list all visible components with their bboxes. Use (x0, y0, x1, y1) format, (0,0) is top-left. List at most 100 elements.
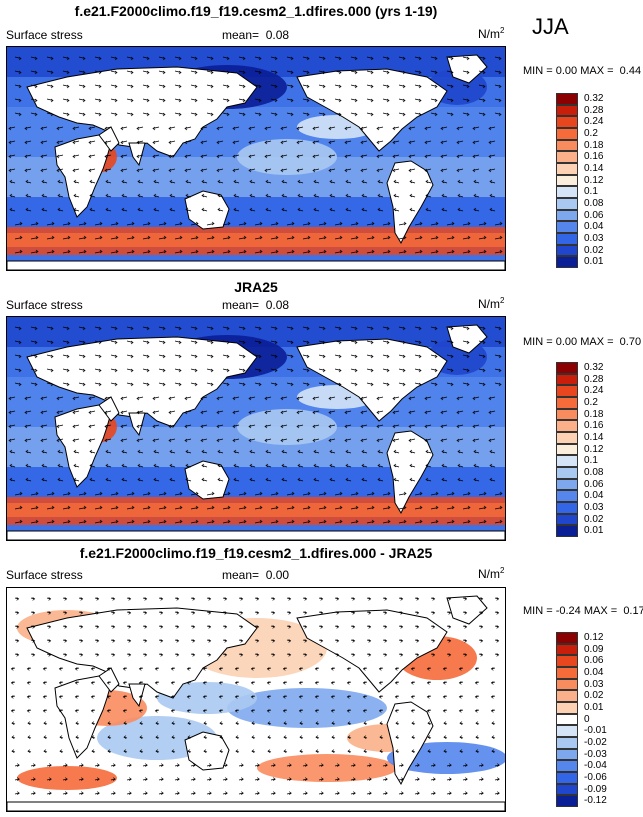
wind-vector-head (211, 249, 215, 254)
wind-vector-head (243, 221, 247, 226)
wind-vector-head (184, 168, 188, 173)
wind-vector-head (400, 763, 404, 767)
wind-vector-head (259, 221, 263, 226)
wind-vector (104, 438, 112, 441)
wind-vector-head (248, 396, 252, 401)
wind-vector-head (82, 326, 86, 331)
wind-vector-head (393, 477, 397, 482)
wind-vector-head (136, 424, 140, 429)
wind-vector-head (18, 368, 22, 373)
wind-vector-head (298, 695, 302, 699)
wind-vector (264, 410, 272, 413)
land-outline (184, 460, 230, 500)
wind-vector-head (112, 763, 116, 767)
wind-vector (376, 410, 384, 413)
wind-vector-head (330, 709, 334, 713)
wind-vector-head (27, 749, 31, 753)
wind-vector (184, 168, 192, 171)
panel-1-colorbar: 0.32 0.28 0.24 0.2 0.18 0.16 0.14 0.12 0.1 0.08 0.… (556, 93, 636, 268)
wind-vector-head (403, 235, 407, 240)
wind-vector-head (146, 84, 150, 89)
wind-vector (382, 382, 390, 385)
wind-vector-head (424, 126, 428, 131)
wind-vector-head (480, 611, 484, 615)
wind-vector-head (40, 154, 44, 159)
wind-vector-head (202, 681, 206, 685)
wind-vector-head (179, 491, 183, 496)
field-feature (237, 409, 337, 445)
wind-vector-head (379, 735, 383, 739)
wind-vector-head (411, 735, 415, 739)
wind-vector (136, 424, 144, 427)
wind-vector (238, 521, 247, 524)
wind-vector-head (323, 221, 327, 226)
wind-vector-head (464, 777, 468, 781)
wind-vector (158, 70, 166, 73)
wind-vector (462, 521, 471, 524)
wind-vector-head (416, 777, 420, 781)
wind-vector-head (361, 463, 365, 468)
wind-vector (190, 368, 198, 371)
wind-vector-head (297, 193, 301, 198)
wind-vector (62, 493, 71, 496)
panel-3-map-svg (7, 588, 505, 811)
wind-vector (126, 251, 135, 254)
wind-vector (14, 326, 22, 329)
colorbar-1-label: 0.04 (584, 221, 604, 233)
wind-vector (24, 410, 32, 413)
wind-vector-head (361, 449, 365, 454)
wind-vector (232, 424, 240, 427)
wind-vector-head (280, 410, 284, 415)
panel-1-mean-label: mean= (222, 28, 260, 42)
wind-vector (104, 168, 112, 171)
wind-vector-head (217, 179, 221, 184)
wind-vector (478, 98, 486, 101)
wind-vector-head (368, 597, 372, 601)
wind-vector (94, 382, 102, 385)
wind-vector-head (419, 221, 423, 226)
wind-vector (462, 56, 470, 59)
wind-vector-head (89, 449, 93, 454)
wind-vector-head (89, 193, 93, 198)
wind-vector-head (386, 98, 390, 103)
wind-vector (78, 84, 86, 87)
wind-vector-head (202, 695, 206, 699)
wind-vector-head (409, 449, 413, 454)
wind-vector (78, 521, 87, 524)
wind-vector (8, 424, 16, 427)
wind-vector-head (280, 424, 284, 429)
wind-vector (206, 326, 214, 329)
wind-vector-head (179, 519, 183, 524)
wind-vector (414, 112, 422, 115)
wind-vector-head (67, 221, 71, 226)
land-outline (296, 68, 448, 152)
wind-vector-head (83, 221, 87, 226)
wind-vector (280, 154, 288, 157)
wind-vector-head (66, 98, 70, 103)
land-outline (7, 260, 505, 270)
wind-vector-head (338, 84, 342, 89)
wind-vector (424, 438, 432, 441)
wind-vector (120, 410, 128, 413)
wind-vector-head (136, 438, 140, 443)
wind-vector-head (482, 368, 486, 373)
wind-vector-head (370, 368, 374, 373)
wind-vector (222, 98, 230, 101)
panel-3-minmax: MIN = -0.24 MAX = 0.17 (523, 605, 643, 617)
wind-vector-head (82, 354, 86, 359)
wind-vector-head (482, 354, 486, 359)
wind-vector-head (154, 695, 158, 699)
wind-vector-head (441, 449, 445, 454)
wind-vector-head (242, 56, 246, 61)
wind-vector-head (160, 639, 164, 643)
wind-vector-head (24, 154, 28, 159)
colorbar-3-swatch (556, 655, 578, 667)
wind-vector (350, 382, 358, 385)
wind-vector-head (184, 154, 188, 159)
wind-vector-head (249, 179, 253, 184)
wind-vector-head (424, 154, 428, 159)
wind-vector (462, 493, 471, 496)
colorbar-3-swatch (556, 737, 578, 749)
wind-vector-head (265, 179, 269, 184)
wind-vector (264, 396, 272, 399)
